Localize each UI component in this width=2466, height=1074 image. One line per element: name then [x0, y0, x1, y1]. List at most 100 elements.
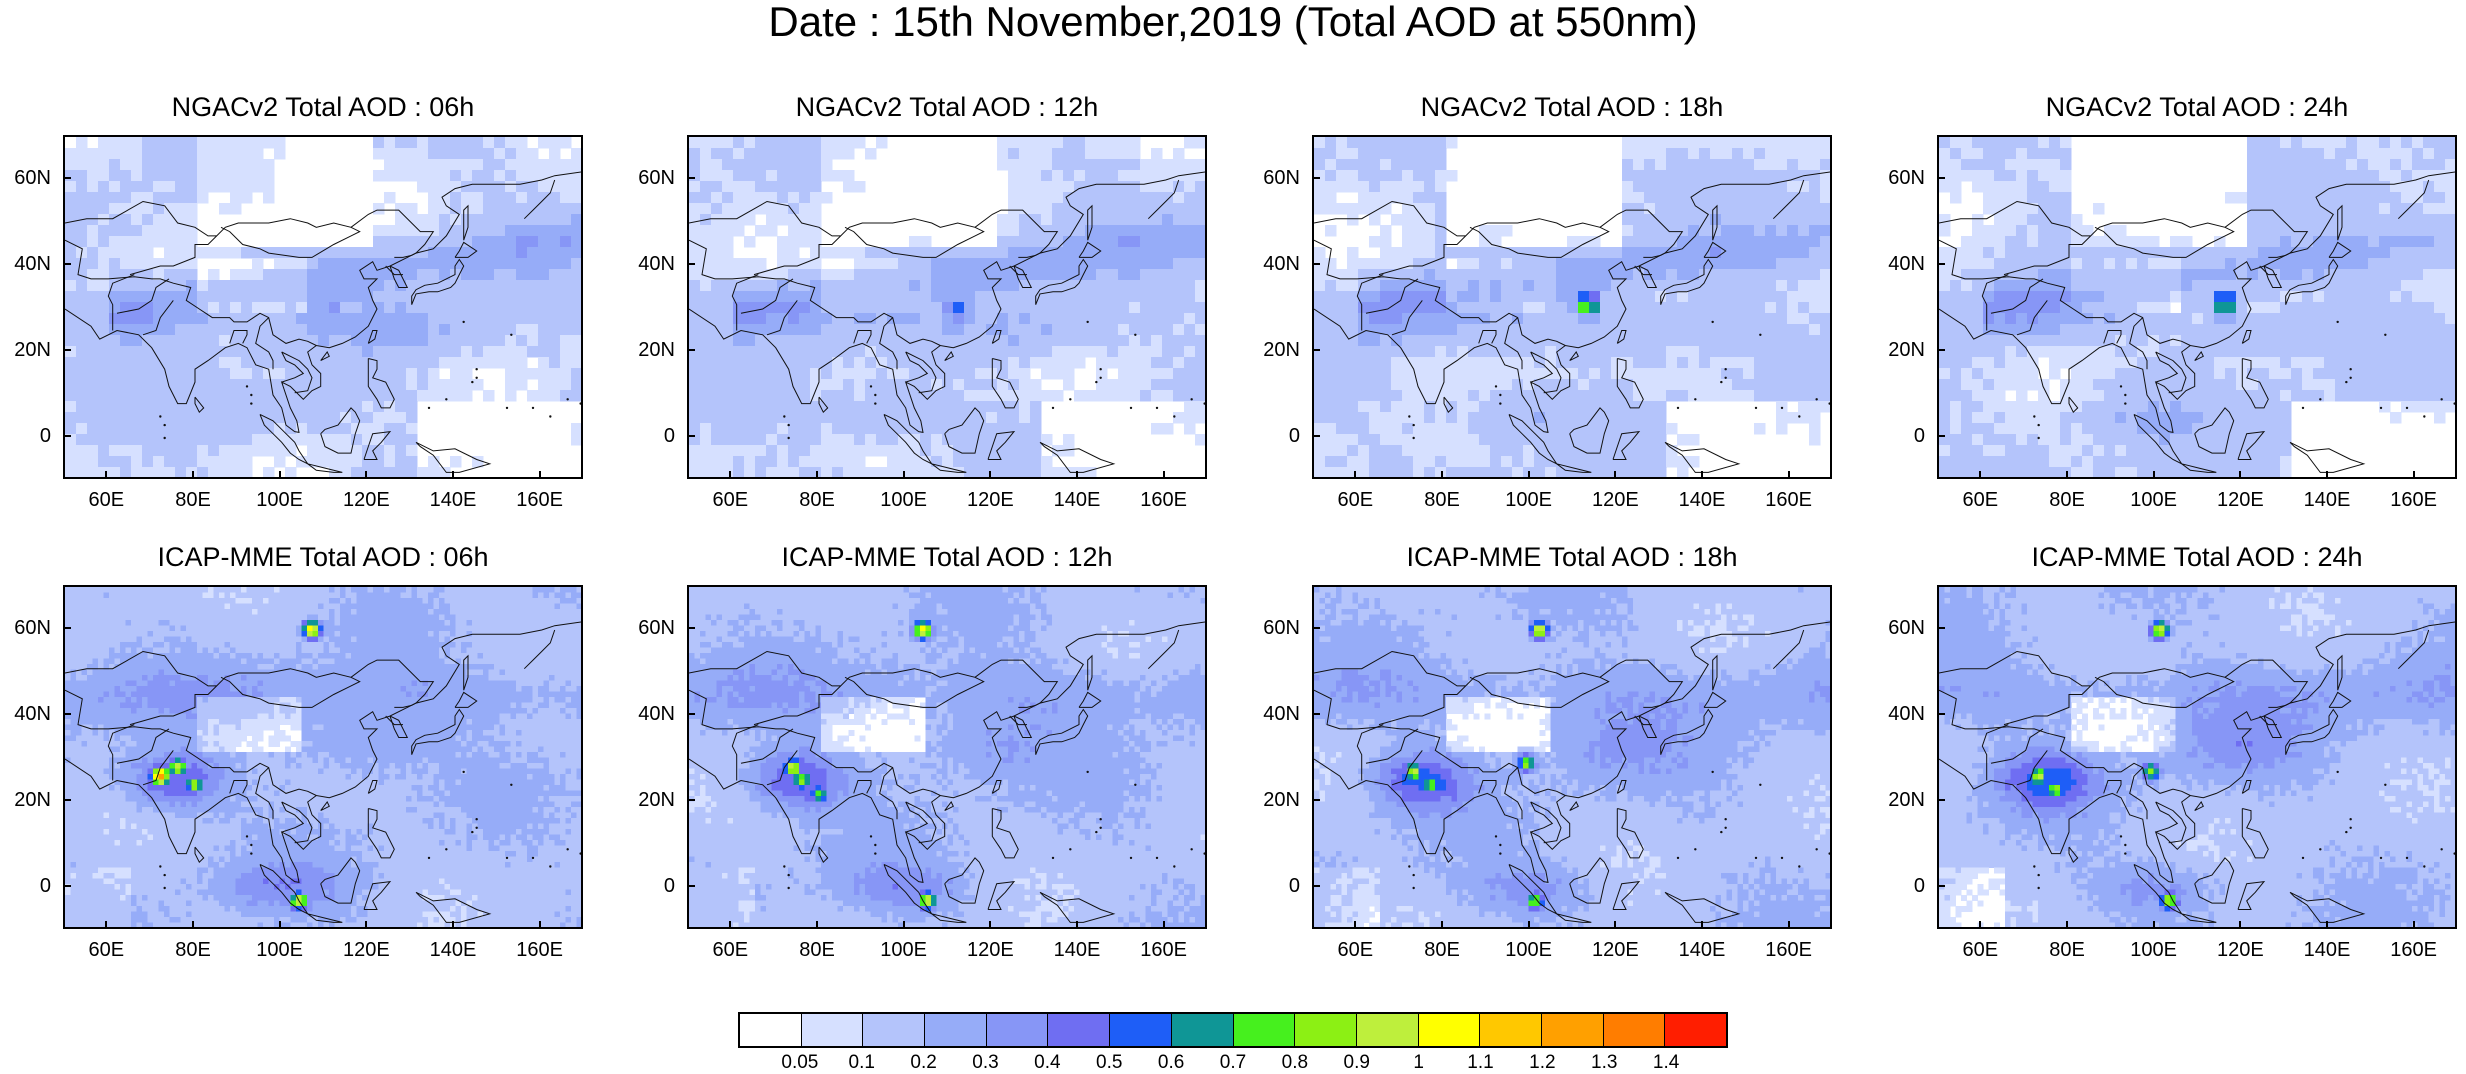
aod-map-ngac-18h	[1312, 135, 1832, 479]
lon-tick-label: 140E	[418, 939, 488, 961]
lon-tick-label: 120E	[2205, 489, 2275, 511]
lat-tick-label: 60N	[0, 167, 51, 189]
lon-tick	[989, 471, 991, 479]
lon-tick-label: 60E	[1320, 489, 1390, 511]
lat-tick-label: 20N	[0, 789, 51, 811]
lon-tick-label: 140E	[2292, 939, 2362, 961]
colorbar-swatch	[1604, 1014, 1666, 1046]
lon-tick-label: 160E	[505, 939, 575, 961]
lat-tick-label: 0	[1865, 875, 1925, 897]
lon-tick-label: 120E	[955, 939, 1025, 961]
lon-tick	[2413, 921, 2415, 929]
panel-title: NGACv2 Total AOD : 24h	[1937, 92, 2457, 122]
lon-tick-label: 60E	[1320, 939, 1390, 961]
panel-title: NGACv2 Total AOD : 06h	[63, 92, 583, 122]
aod-map-icap-24h	[1937, 585, 2457, 929]
lat-tick-label: 60N	[1865, 167, 1925, 189]
lon-tick	[2326, 471, 2328, 479]
lat-tick	[1312, 799, 1320, 801]
lon-tick-label: 160E	[2379, 939, 2449, 961]
lat-tick-label: 40N	[1240, 703, 1300, 725]
lon-tick	[1701, 471, 1703, 479]
lat-tick	[687, 885, 695, 887]
lon-tick-label: 60E	[71, 939, 141, 961]
lon-tick-label: 80E	[2032, 939, 2102, 961]
lat-tick-label: 0	[1240, 425, 1300, 447]
panel-title: ICAP-MME Total AOD : 24h	[1937, 542, 2457, 572]
lat-tick	[1937, 349, 1945, 351]
lon-tick-label: 60E	[695, 939, 765, 961]
lat-tick-label: 40N	[1865, 253, 1925, 275]
lat-tick	[1312, 885, 1320, 887]
aod-map-icap-18h	[1312, 585, 1832, 929]
lon-tick	[1528, 471, 1530, 479]
lon-tick	[1441, 921, 1443, 929]
lon-tick	[2413, 471, 2415, 479]
lat-tick-label: 40N	[0, 253, 51, 275]
lon-tick	[1788, 471, 1790, 479]
lat-tick-label: 40N	[0, 703, 51, 725]
lon-tick	[105, 921, 107, 929]
map-canvas	[1314, 137, 1832, 479]
lat-tick-label: 40N	[1865, 703, 1925, 725]
lat-tick	[1937, 627, 1945, 629]
colorbar-swatch	[1295, 1014, 1357, 1046]
lon-tick-label: 60E	[1945, 939, 2015, 961]
lon-tick	[816, 471, 818, 479]
lat-tick	[687, 263, 695, 265]
lon-tick-label: 160E	[505, 489, 575, 511]
aod-field	[689, 587, 1207, 929]
lon-tick	[1614, 921, 1616, 929]
lon-tick-label: 120E	[955, 489, 1025, 511]
lon-tick-label: 60E	[695, 489, 765, 511]
lat-tick-label: 60N	[615, 167, 675, 189]
panel-title: NGACv2 Total AOD : 18h	[1312, 92, 1832, 122]
lon-tick	[729, 471, 731, 479]
lon-tick	[903, 471, 905, 479]
lon-tick	[1076, 471, 1078, 479]
lon-tick	[192, 471, 194, 479]
lon-tick-label: 100E	[1494, 489, 1564, 511]
panel-title: ICAP-MME Total AOD : 12h	[687, 542, 1207, 572]
lon-tick	[1441, 471, 1443, 479]
lat-tick	[1312, 627, 1320, 629]
lon-tick	[903, 921, 905, 929]
lon-tick	[2153, 471, 2155, 479]
aod-field	[65, 137, 583, 479]
lon-tick	[1788, 921, 1790, 929]
colorbar-swatch	[1357, 1014, 1419, 1046]
aod-field	[1939, 587, 2457, 929]
lon-tick	[1076, 921, 1078, 929]
figure-title: Date : 15th November,2019 (Total AOD at …	[0, 0, 2466, 44]
colorbar-swatch	[1665, 1014, 1726, 1046]
lat-tick	[687, 799, 695, 801]
map-canvas	[1314, 587, 1832, 929]
lat-tick-label: 0	[1240, 875, 1300, 897]
lon-tick	[452, 471, 454, 479]
lon-tick-label: 80E	[782, 939, 852, 961]
lon-tick-label: 140E	[2292, 489, 2362, 511]
lon-tick-label: 140E	[418, 489, 488, 511]
lat-tick-label: 0	[615, 425, 675, 447]
lon-tick-label: 120E	[331, 939, 401, 961]
lat-tick-label: 60N	[0, 617, 51, 639]
lon-tick	[816, 921, 818, 929]
colorbar-swatch	[1480, 1014, 1542, 1046]
aod-map-icap-06h	[63, 585, 583, 929]
lon-tick-label: 80E	[158, 489, 228, 511]
lat-tick-label: 0	[0, 875, 51, 897]
lat-tick-label: 40N	[615, 703, 675, 725]
lat-tick	[1312, 177, 1320, 179]
lat-tick	[63, 435, 71, 437]
map-canvas	[689, 137, 1207, 479]
colorbar-swatch	[740, 1014, 802, 1046]
lat-tick-label: 0	[615, 875, 675, 897]
panel-title: NGACv2 Total AOD : 12h	[687, 92, 1207, 122]
lon-tick-label: 100E	[245, 939, 315, 961]
lat-tick	[63, 263, 71, 265]
lon-tick-label: 140E	[1042, 489, 1112, 511]
lat-tick-label: 20N	[0, 339, 51, 361]
lon-tick	[2153, 921, 2155, 929]
lat-tick	[1937, 713, 1945, 715]
lon-tick-label: 100E	[245, 489, 315, 511]
